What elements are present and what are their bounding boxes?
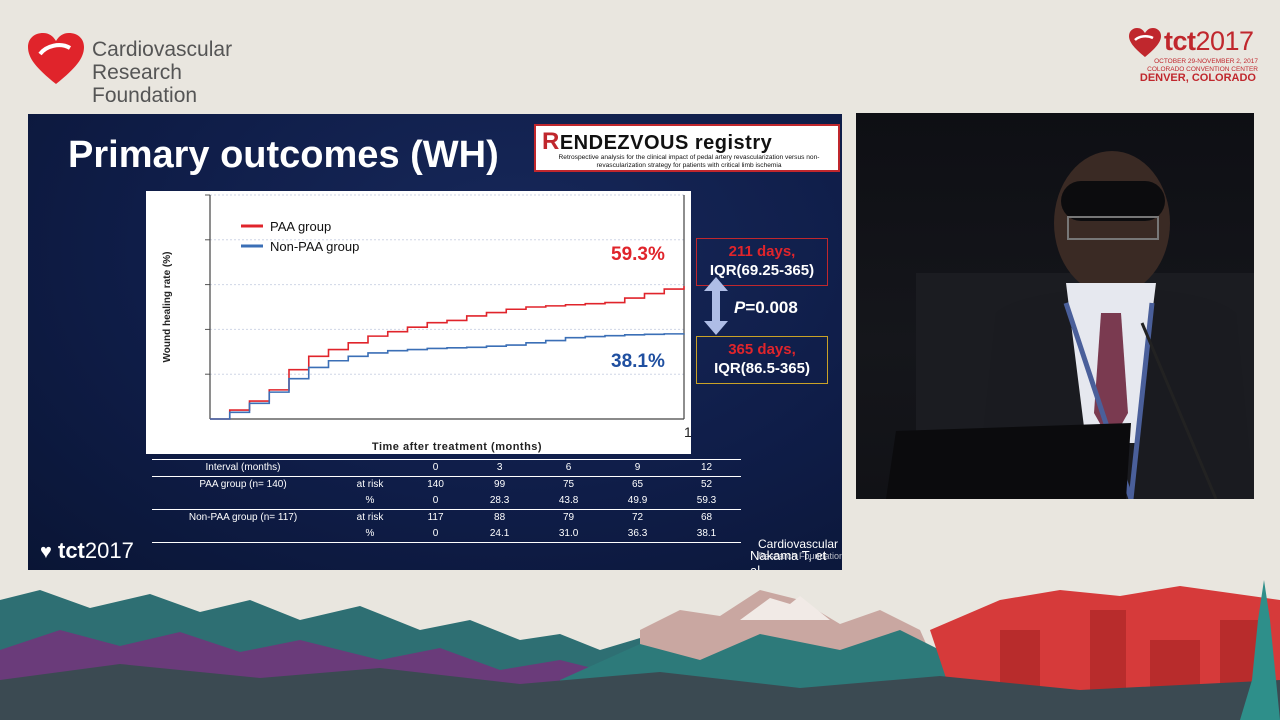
crf-line2: Research Foundation — [92, 61, 198, 107]
table-cell: 0 — [432, 495, 439, 506]
slide-footer-tct-year: 2017 — [84, 538, 134, 563]
table-row: % 0 28.3 43.8 49.9 59.3 — [152, 493, 741, 510]
slide-footer-crf-logo: Cardiovascular Research Foundation — [728, 538, 842, 562]
legend-label-0: PAA group — [270, 219, 331, 234]
registry-subtitle: Retrospective analysis for the clinical … — [558, 154, 820, 169]
crf-name: Cardiovascular Research Foundation — [92, 38, 266, 107]
at-risk-table: Interval (months) 0 3 6 9 12 PAA group (… — [152, 459, 741, 543]
table-measure-cell: at risk — [334, 508, 406, 526]
table-row: PAA group (n= 140) at risk 140 99 75 65 … — [152, 476, 741, 493]
paa-median-days: 211 days, — [728, 243, 796, 260]
slide-footer-crf-line2: Research Foundation — [758, 551, 842, 561]
slide-author-citation: Nakama T, et al. — [750, 548, 827, 570]
table-cell: 99 — [494, 479, 506, 490]
table-cell: 43.8 — [558, 495, 579, 506]
table-cell: 52 — [700, 479, 713, 490]
tct-city: DENVER, COLORADO — [1139, 72, 1256, 84]
mountain-landscape-decoration — [0, 580, 1280, 720]
table-header-blank — [334, 459, 406, 477]
p-number: =0.008 — [745, 298, 798, 317]
table-group-cell: PAA group (n= 140) — [199, 479, 287, 490]
table-header-cell: 12 — [672, 459, 741, 477]
paa-iqr: IQR(69.25-365) — [709, 262, 815, 279]
registry-initial: R — [542, 128, 560, 155]
table-cell: 117 — [406, 508, 466, 526]
table-cell: 79 — [534, 508, 604, 526]
tct-venue: COLORADO CONVENTION CENTER — [1147, 66, 1258, 73]
table-header-cell: 9 — [603, 459, 673, 477]
tct-logo: tct2017 OCTOBER 29-NOVEMBER 2, 2017 COLO… — [1128, 26, 1258, 86]
table-measure-cell: % — [334, 525, 406, 543]
p-symbol: P — [734, 298, 746, 317]
series-line-0 — [210, 286, 685, 420]
nonpaa-median-days: 365 days, — [728, 341, 796, 358]
speaker-figure — [886, 151, 1254, 499]
table-cell: 28.3 — [489, 495, 510, 506]
wound-healing-chart: PAA group Non-PAA group Time after treatme… — [162, 194, 691, 453]
tct-dates: OCTOBER 29-NOVEMBER 2, 2017 COLORADO CON… — [1130, 58, 1258, 74]
x-axis-label: Time after treatment (months) — [372, 441, 542, 453]
registry-banner: RENDEZVOUS registry Retrospective analys… — [534, 124, 840, 172]
double-arrow-icon — [704, 277, 728, 335]
x-tick-label: 12 — [684, 424, 691, 440]
nonpaa-median-box: 365 days, IQR(86.5-365) — [696, 336, 828, 384]
table-cell: 75 — [563, 479, 575, 490]
table-header-cell: 3 — [465, 459, 535, 477]
legend-label-1: Non-PAA group — [270, 239, 359, 254]
chart-area: PAA group Non-PAA group Time after treatme… — [146, 191, 691, 454]
slide-footer-heart-icon: ♥ — [40, 541, 52, 563]
nonpaa-final-percent: 38.1% — [611, 351, 665, 372]
table-cell: 49.9 — [627, 495, 648, 506]
tct-year: 2017 — [1195, 26, 1255, 56]
presentation-slide: Primary outcomes (WH) RENDEZVOUS registr… — [28, 114, 842, 570]
table-cell: 59.3 — [696, 495, 717, 506]
tct-date-range: OCTOBER 29-NOVEMBER 2, 2017 — [1154, 58, 1258, 65]
table-header-cell: 0 — [406, 459, 466, 477]
table-cell: 0 — [406, 525, 466, 543]
table-cell: 72 — [603, 508, 673, 526]
paa-final-percent: 59.3% — [611, 244, 665, 265]
tct-word: tct — [1164, 26, 1196, 56]
table-row: Non-PAA group (n= 117) at risk 117 88 79… — [152, 508, 741, 526]
p-value: P=0.008 — [734, 298, 798, 318]
tct-wordmark: tct2017 — [1164, 26, 1254, 57]
table-cell: 65 — [631, 479, 644, 490]
table-header-cell: 6 — [534, 459, 604, 477]
table-cell: 68 — [672, 508, 741, 526]
table-group-cell: Non-PAA group (n= 117) — [152, 508, 334, 526]
registry-title-rest: ENDEZVOUS registry — [559, 132, 773, 154]
slide-footer-tct-logo: ♥ tct2017 — [40, 538, 134, 564]
table-cell: 88 — [465, 508, 535, 526]
crf-logo: Cardiovascular Research Foundation — [26, 30, 266, 107]
y-axis-label: Wound healing rate (%) — [162, 252, 173, 363]
tct-heart-icon — [1129, 28, 1161, 57]
table-measure-cell: at risk — [356, 479, 384, 490]
slide-footer-tct-word: tct — [58, 538, 85, 563]
paa-median-box: 211 days, IQR(69.25-365) — [696, 238, 828, 286]
table-cell: 24.1 — [465, 525, 535, 543]
crf-line1: Cardiovascular — [92, 38, 233, 61]
table-row: % 0 24.1 31.0 36.3 38.1 — [152, 525, 741, 543]
crf-heart-icon — [28, 33, 84, 84]
table-measure-cell: % — [365, 495, 375, 506]
series-line-1 — [210, 333, 685, 420]
table-header-label: Interval (months) — [152, 459, 334, 477]
speaker-video — [856, 113, 1254, 499]
nonpaa-iqr: IQR(86.5-365) — [714, 360, 810, 377]
slide-title: Primary outcomes (WH) — [68, 134, 499, 176]
registry-title: RENDEZVOUS registry — [542, 128, 772, 156]
table-cell: 140 — [427, 479, 444, 490]
table-header-row: Interval (months) 0 3 6 9 12 — [152, 459, 741, 477]
table-group-cell — [152, 493, 334, 510]
table-cell: 31.0 — [534, 525, 604, 543]
table-cell: 38.1 — [672, 525, 741, 543]
slide-footer-crf-line1: Cardiovascular — [758, 537, 839, 551]
table-cell: 36.3 — [603, 525, 673, 543]
table-group-cell — [152, 525, 334, 543]
